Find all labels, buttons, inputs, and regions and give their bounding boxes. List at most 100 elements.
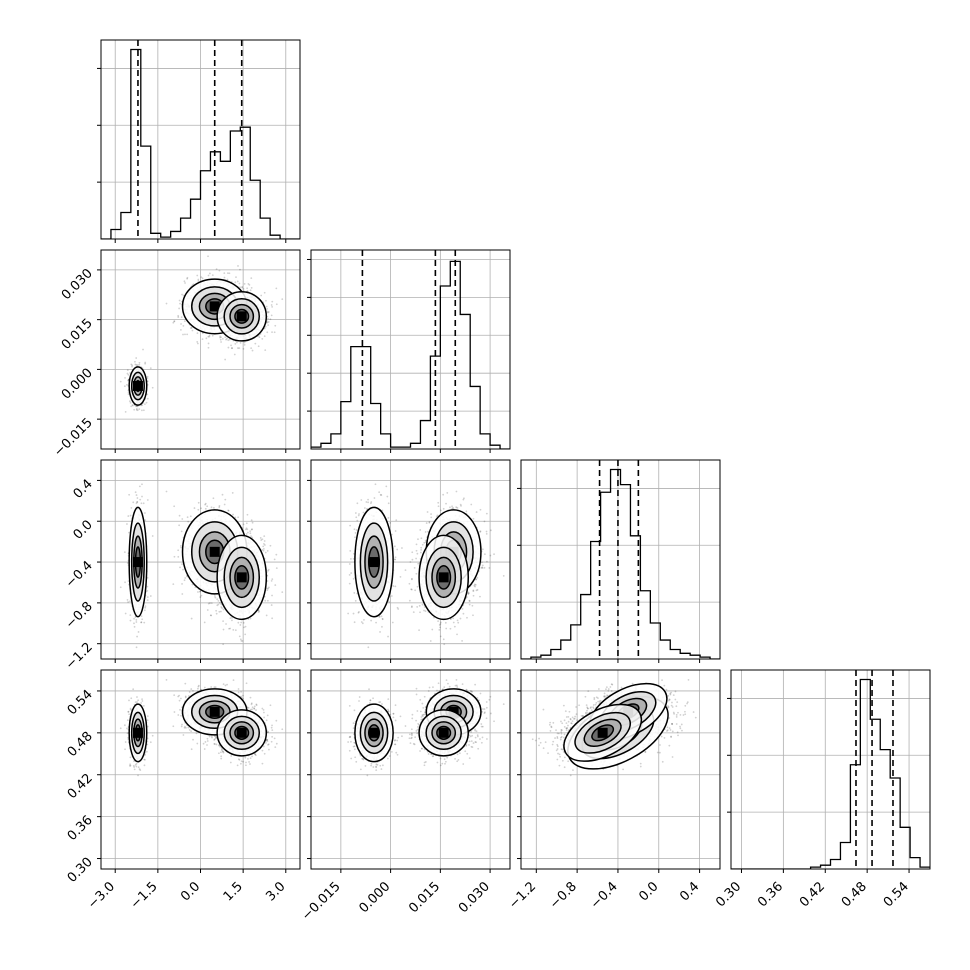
sample-point (179, 302, 181, 305)
sample-point (134, 363, 137, 366)
sample-point (268, 311, 270, 313)
sample-point (151, 535, 154, 537)
sample-point (274, 584, 277, 586)
sample-point (196, 342, 199, 345)
sample-point (133, 625, 136, 628)
sample-point (141, 409, 143, 412)
sample-point (183, 320, 186, 323)
contour-line (130, 371, 145, 401)
sample-point (180, 544, 182, 547)
sample-point (269, 544, 272, 547)
sample-point (225, 338, 227, 341)
scatter-panel-2-1 (97, 249, 301, 453)
sample-point (231, 492, 234, 494)
sample-point (205, 337, 208, 340)
sample-point (124, 410, 127, 413)
sample-point (129, 619, 132, 622)
sample-point (228, 338, 231, 341)
sample-point (281, 298, 284, 301)
contour-line (223, 298, 261, 335)
histogram-panel-2 (307, 249, 511, 453)
sample-point (197, 591, 199, 593)
sample-point (219, 601, 221, 604)
sample-point (273, 558, 276, 561)
sample-point (270, 314, 273, 317)
sample-point (135, 363, 138, 366)
sample-point (274, 324, 277, 327)
histogram-step (311, 260, 510, 449)
sample-point (264, 599, 267, 602)
sample-point (142, 348, 144, 351)
sample-point (128, 531, 130, 534)
sample-point (281, 591, 284, 594)
sample-point (124, 581, 126, 584)
sample-point (238, 635, 241, 638)
sample-point (181, 293, 183, 296)
sample-point (249, 617, 252, 620)
sample-point (119, 586, 122, 589)
sample-point (273, 331, 276, 334)
sample-point (201, 277, 204, 280)
sample-point (218, 269, 221, 272)
sample-point (226, 272, 229, 274)
sample-point (184, 282, 186, 284)
sample-point (249, 530, 252, 532)
sample-point (239, 286, 241, 289)
sample-point (129, 401, 132, 404)
sample-point (126, 562, 129, 565)
sample-point (214, 595, 216, 597)
sample-point (191, 583, 194, 586)
sample-point (263, 544, 266, 546)
sample-point (126, 372, 129, 375)
sample-point (146, 377, 149, 380)
sample-point (237, 347, 239, 349)
sample-point (241, 285, 244, 288)
sample-point (181, 593, 184, 595)
panel-frame (310, 249, 511, 450)
contour-line (229, 303, 255, 329)
sample-point (267, 317, 269, 320)
sample-point (260, 294, 263, 297)
sample-point (215, 612, 218, 615)
sample-point (196, 340, 199, 343)
sample-point (173, 555, 176, 558)
sample-point (146, 596, 149, 598)
sample-point (208, 334, 211, 337)
sample-point (245, 522, 248, 525)
sample-point (263, 542, 265, 545)
panel-content (119, 255, 284, 413)
sample-point (146, 585, 149, 588)
sample-point (242, 347, 245, 350)
sample-point (189, 327, 192, 329)
sample-point (197, 280, 200, 282)
sample-point (231, 619, 233, 622)
sample-point (137, 631, 140, 633)
contour-line (128, 366, 148, 406)
sample-point (182, 568, 184, 571)
sample-point (254, 342, 257, 345)
sample-point (264, 349, 267, 352)
sample-point (227, 339, 230, 342)
sample-point (180, 546, 182, 549)
sample-point (263, 327, 266, 330)
sample-point (177, 316, 180, 319)
sample-point (251, 528, 253, 531)
sample-point (180, 328, 182, 331)
sample-point (237, 516, 240, 519)
sample-point (179, 566, 181, 569)
sample-point (138, 408, 141, 410)
sample-point (222, 643, 225, 646)
sample-point (177, 314, 180, 317)
sample-point (242, 523, 245, 526)
sample-point (133, 408, 136, 411)
sample-point (210, 506, 213, 509)
sample-point (143, 621, 146, 624)
sample-point (268, 586, 270, 589)
sample-point (244, 633, 247, 636)
sample-point (135, 407, 138, 410)
sample-point (246, 513, 249, 516)
sample-point (210, 614, 212, 617)
sample-point (197, 278, 200, 281)
sample-point (266, 549, 269, 552)
sample-point (207, 342, 210, 345)
